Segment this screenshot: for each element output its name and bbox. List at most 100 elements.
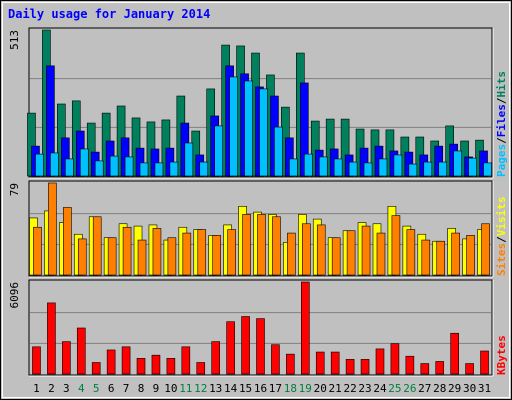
bar [302,223,311,276]
legend-entry: Files [495,104,508,137]
x-tick-label: 3 [63,382,70,395]
x-tick-label: 10 [164,382,177,395]
bar [466,235,475,276]
bar [468,157,477,177]
bar [137,239,147,276]
bar [181,346,191,375]
x-tick-label: 18 [284,382,297,395]
x-tick-label: 29 [448,382,461,395]
x-tick-label: 2 [48,382,55,395]
bar [378,158,388,177]
bar [166,358,176,375]
bar [79,148,89,177]
bar [408,163,418,177]
bar [330,351,340,375]
bar [391,215,401,276]
x-tick-label: 17 [269,382,282,395]
x-tick-label: 20 [314,382,327,395]
bar [50,152,59,177]
bar [318,156,328,177]
bar [226,321,235,375]
legend-entry: Sites [495,243,508,276]
bar [242,214,251,276]
bar [436,240,446,276]
x-tick-label: 23 [358,382,371,395]
bar [241,316,250,375]
bar [136,358,146,375]
legend-entry: KBytes [495,335,508,375]
bar [274,126,283,177]
bar [376,232,386,276]
x-tick-label: 14 [224,382,238,395]
bar [390,343,400,375]
bar [107,237,117,276]
bar [214,125,223,177]
bar [211,341,220,375]
y-tick-label: 79 [8,183,21,196]
bar [65,158,74,177]
bar [375,348,385,375]
bar [196,362,206,375]
bar [423,161,433,177]
bar [121,346,131,375]
x-tick-label: 19 [299,382,312,395]
bar [272,216,281,276]
bar [465,363,474,375]
x-tick-label: 24 [373,382,387,395]
bar [453,150,462,177]
bar [139,162,149,177]
x-tick-label: 30 [463,382,476,395]
bar [257,214,266,276]
bar [361,225,371,276]
x-tick-label: 9 [153,382,160,395]
bar [316,224,326,276]
bar [480,350,489,375]
bar [212,235,221,276]
bar [301,281,310,375]
legend-separator: / [495,137,508,144]
bar [406,229,416,276]
x-tick-label: 11 [179,382,192,395]
x-tick-label: 28 [433,382,446,395]
x-tick-label: 4 [78,382,85,395]
bar [167,237,177,276]
x-tick-label: 1 [33,382,40,395]
legend-separator: / [495,236,508,243]
bar [227,229,236,276]
bar [363,162,373,177]
bar [35,153,44,177]
bar [289,158,298,177]
bar [124,156,134,177]
bar [331,237,341,276]
x-tick-label: 26 [403,382,416,395]
x-tick-label: 5 [93,382,100,395]
bar [346,230,356,276]
bar [199,161,209,177]
x-tick-label: 22 [343,382,356,395]
bar [47,302,56,375]
bar [438,161,448,177]
bar [184,142,194,177]
bar [287,232,296,276]
bar [109,155,119,177]
x-tick-label: 6 [108,382,115,395]
x-tick-label: 7 [123,382,130,395]
x-tick-label: 16 [254,382,267,395]
bar [229,76,238,177]
bar [483,162,492,177]
bar [32,346,41,375]
bar [315,351,325,375]
bar [259,88,268,177]
legend: Pages/Files/Hits [495,71,508,177]
bar [48,182,57,276]
x-tick-label: 15 [239,382,252,395]
bar [271,344,280,375]
bar [197,229,207,276]
bar [92,216,102,276]
bar [152,228,162,276]
bar [420,363,430,375]
bar [77,238,87,276]
legend-entry: Pages [495,144,508,177]
legend: KBytes [495,335,508,375]
